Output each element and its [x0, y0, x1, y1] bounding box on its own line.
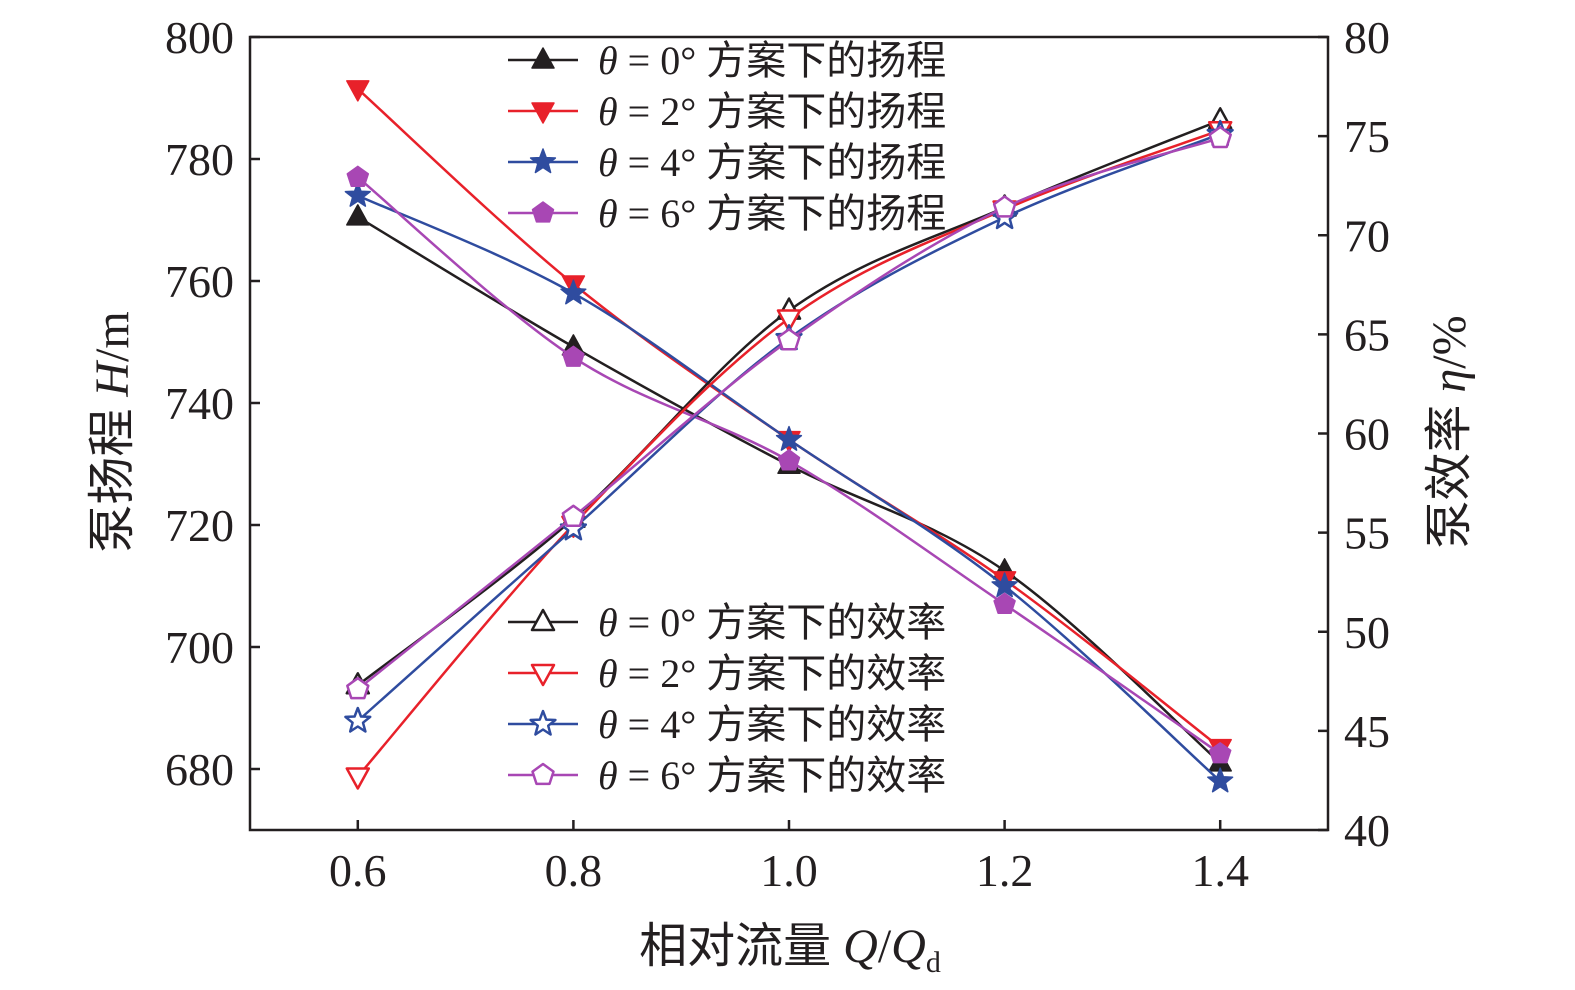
head-series-2: [344, 181, 1234, 793]
head-point: [560, 279, 587, 305]
y-right-tick-label: 40: [1344, 805, 1390, 856]
y-right-tick-label: 55: [1344, 508, 1390, 559]
legend-marker: [531, 47, 555, 69]
y-right-tick-label: 60: [1344, 409, 1390, 460]
head-point: [1207, 767, 1234, 793]
legend-label: θ = 0° 方案下的效率: [598, 600, 946, 645]
x-tick-label: 0.6: [329, 845, 387, 896]
y-left-axis-title: 泵扬程 H/m: [86, 311, 139, 552]
legend-marker: [529, 148, 557, 174]
series-layer: [344, 80, 1234, 793]
legend-label: θ = 2° 方案下的扬程: [598, 89, 946, 134]
efficiency-series-3: [346, 125, 1232, 700]
head-point: [346, 80, 370, 102]
legend-label: θ = 4° 方案下的效率: [598, 702, 946, 747]
legend-marker: [530, 608, 556, 632]
legend-label: θ = 2° 方案下的效率: [598, 651, 946, 696]
efficiency-point: [345, 767, 371, 790]
head-point: [775, 425, 803, 451]
legend-item-efficiency-2: θ = 4° 方案下的效率: [508, 702, 946, 747]
legend-label: θ = 6° 方案下的效率: [598, 753, 946, 798]
head-line: [356, 87, 1221, 749]
y-left-tick-label: 720: [165, 500, 234, 551]
head-point: [1208, 742, 1232, 764]
legend-item-head-1: θ = 2° 方案下的扬程: [508, 89, 946, 134]
head-point: [346, 165, 370, 187]
y-right-axis-title: 泵效率 η/%: [1423, 315, 1476, 548]
legend-marker: [531, 102, 555, 124]
legend-item-efficiency-0: θ = 0° 方案下的效率: [508, 600, 946, 645]
efficiency-point: [776, 309, 802, 332]
legend-marker: [531, 201, 555, 223]
x-tick-label: 1.4: [1191, 845, 1249, 896]
legend-marker: [529, 709, 557, 736]
legend-label: θ = 6° 方案下的扬程: [598, 191, 946, 236]
efficiency-point: [992, 195, 1017, 218]
y-left-tick-label: 700: [165, 622, 234, 673]
y-left-tick-label: 680: [165, 744, 234, 795]
y-left-tick-label: 760: [165, 256, 234, 307]
efficiency-point: [344, 706, 372, 733]
head-point: [346, 204, 370, 226]
head-point: [777, 449, 801, 471]
efficiency-point: [561, 504, 586, 527]
legend-item-efficiency-1: θ = 2° 方案下的效率: [508, 651, 946, 696]
legend-label: θ = 0° 方案下的扬程: [598, 38, 946, 83]
head-series-3: [346, 165, 1232, 764]
efficiency-line: [356, 129, 1221, 778]
y-right-tick-label: 80: [1344, 12, 1390, 63]
y-right-tick-label: 70: [1344, 210, 1390, 261]
legend-item-head-0: θ = 0° 方案下的扬程: [508, 38, 946, 83]
y-right-tick-label: 50: [1344, 607, 1390, 658]
legend-item-head-3: θ = 6° 方案下的扬程: [508, 191, 946, 236]
x-tick-label: 1.2: [976, 845, 1034, 896]
y-left-tick-label: 800: [165, 12, 234, 63]
x-tick-label: 1.0: [760, 845, 818, 896]
y-left-tick-label: 780: [165, 134, 234, 185]
x-tick-label: 0.8: [545, 845, 603, 896]
head-point: [344, 181, 371, 207]
legend-marker: [530, 663, 556, 687]
efficiency-point: [1208, 125, 1232, 149]
efficiency-point: [346, 676, 370, 700]
legend-item-efficiency-3: θ = 6° 方案下的效率: [508, 753, 946, 798]
y-right-tick-label: 45: [1344, 706, 1390, 757]
head-point: [562, 345, 585, 367]
legend-item-head-2: θ = 4° 方案下的扬程: [508, 140, 946, 185]
efficiency-point: [777, 328, 801, 351]
axes: 0.6 0.8 1.0 1.2 1.4 680 700 720 740 760 780 800 40 45…: [165, 12, 1390, 896]
y-left-tick-label: 740: [165, 378, 234, 429]
head-point: [993, 592, 1016, 614]
legend-label: θ = 4° 方案下的扬程: [598, 140, 946, 185]
x-axis-title: 相对流量 Q/Qd: [639, 920, 941, 979]
legend: θ = 0° 方案下的扬程 θ = 2° 方案下的扬程 θ = 4° 方案下的扬程 θ…: [508, 38, 946, 798]
legend-marker: [531, 762, 555, 786]
head-point: [991, 572, 1018, 598]
y-right-tick-label: 75: [1344, 111, 1390, 162]
y-right-tick-label: 65: [1344, 309, 1390, 360]
